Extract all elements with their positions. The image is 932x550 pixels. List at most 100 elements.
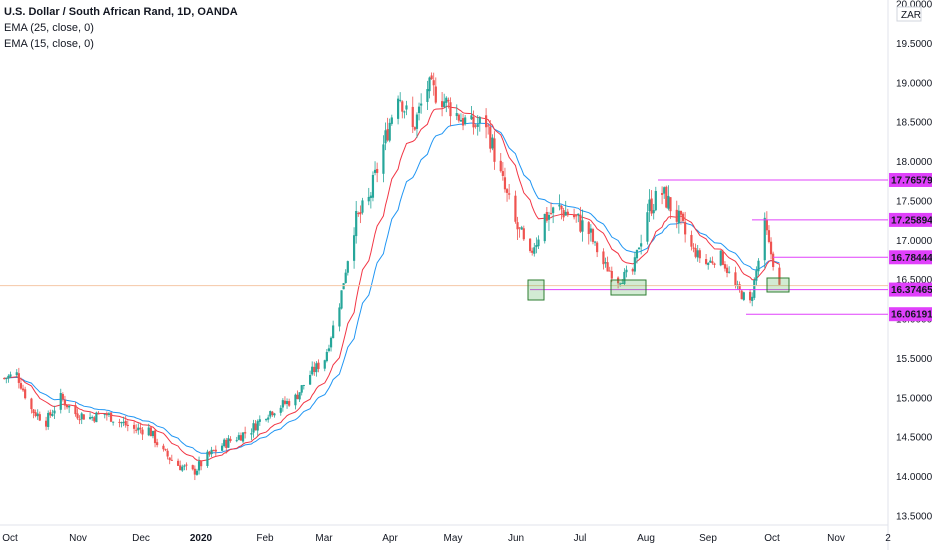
y-tick-label: 14.00000: [896, 472, 932, 483]
candles: [3, 72, 781, 481]
candle-body: [281, 400, 284, 408]
candle-body: [484, 115, 488, 128]
candle-body: [411, 106, 414, 128]
x-tick-label: Apr: [382, 533, 398, 544]
candle-body: [713, 263, 716, 265]
candle-body: [137, 427, 140, 431]
candle-body: [610, 270, 613, 279]
y-tick-label: 18.00000: [896, 157, 932, 168]
candle-body: [376, 168, 379, 173]
candle-body: [382, 144, 385, 174]
candle-body: [311, 366, 314, 375]
x-tick-label: Jun: [508, 533, 524, 544]
candle-body: [103, 413, 106, 415]
candle-body: [593, 241, 597, 243]
candle-body: [195, 470, 199, 475]
y-tick-label: 14.50000: [896, 433, 932, 444]
y-tick-label: 13.50000: [896, 512, 932, 523]
candle-body: [200, 460, 203, 467]
x-tick-label: May: [444, 533, 463, 544]
candle-body: [9, 374, 12, 377]
candle-body: [24, 389, 27, 399]
x-tick-label: Jul: [574, 533, 587, 544]
candle-body: [269, 411, 272, 417]
candle-body: [751, 296, 754, 301]
ema25-legend: EMA (25, close, 0): [4, 22, 94, 34]
candle-body: [501, 171, 504, 176]
candle-body: [757, 260, 760, 272]
candle-body: [619, 283, 622, 285]
candle-body: [317, 362, 320, 369]
candle-body: [170, 459, 173, 461]
candle-body: [47, 412, 50, 427]
candle-body: [298, 392, 301, 400]
candle-body: [44, 420, 48, 427]
candle-body: [633, 257, 636, 272]
candle-body: [308, 375, 312, 385]
candle-body: [430, 75, 433, 80]
candle-body: [707, 263, 710, 265]
candle-body: [185, 464, 188, 466]
candle-body: [210, 449, 213, 455]
candle-body: [447, 99, 450, 102]
candle-body: [252, 423, 255, 433]
candle-body: [183, 465, 186, 467]
candle-body: [212, 450, 215, 452]
candle-body: [250, 433, 253, 435]
candle-body: [97, 413, 100, 415]
candle-body: [369, 195, 372, 199]
candle-body: [352, 235, 356, 261]
candle-body: [472, 117, 475, 128]
candle-body: [239, 435, 243, 441]
candle-body: [449, 102, 452, 117]
candle-body: [357, 213, 360, 215]
candle-body: [748, 291, 752, 301]
candle-body: [273, 413, 276, 416]
ema15-legend: EMA (15, close, 0): [4, 38, 94, 50]
candle-body: [478, 117, 481, 124]
candle-body: [564, 211, 567, 216]
candle-body: [361, 200, 364, 213]
candle-body: [698, 250, 701, 259]
candle-body: [206, 451, 209, 466]
candle-body: [602, 251, 605, 265]
candle-body: [740, 290, 743, 300]
candle-body: [560, 205, 563, 210]
candle-body: [549, 212, 553, 214]
candle-body: [283, 400, 287, 404]
candle-body: [264, 419, 268, 421]
x-tick-label: Dec: [132, 533, 150, 544]
candle-body: [755, 270, 758, 281]
candle-body: [440, 101, 444, 108]
candle-body: [367, 196, 370, 202]
candle-body: [51, 414, 54, 416]
candle-body: [604, 262, 607, 264]
candle-body: [719, 250, 722, 266]
candle-body: [652, 210, 655, 214]
candle-body: [197, 461, 201, 471]
candle-body: [80, 413, 83, 420]
candle-body: [107, 413, 111, 415]
candle-body: [621, 282, 624, 284]
candle-body: [156, 442, 159, 446]
candle-body: [505, 189, 509, 193]
candle-body: [340, 290, 343, 309]
candle-body: [329, 337, 333, 348]
candle-body: [679, 210, 683, 215]
candle-body: [769, 241, 773, 255]
candle-body: [214, 449, 217, 452]
candle-body: [767, 230, 771, 242]
candle-body: [763, 217, 766, 261]
ema25-line: [4, 122, 780, 454]
candle-body: [34, 412, 37, 417]
candle-body: [464, 117, 467, 124]
candle-body: [105, 413, 108, 416]
candle-body: [403, 111, 406, 113]
candle-body: [413, 127, 416, 130]
candle-body: [417, 106, 421, 113]
candle-body: [95, 412, 98, 423]
candle-body: [723, 264, 727, 269]
candle-body: [390, 117, 393, 124]
candle-body: [533, 247, 536, 254]
